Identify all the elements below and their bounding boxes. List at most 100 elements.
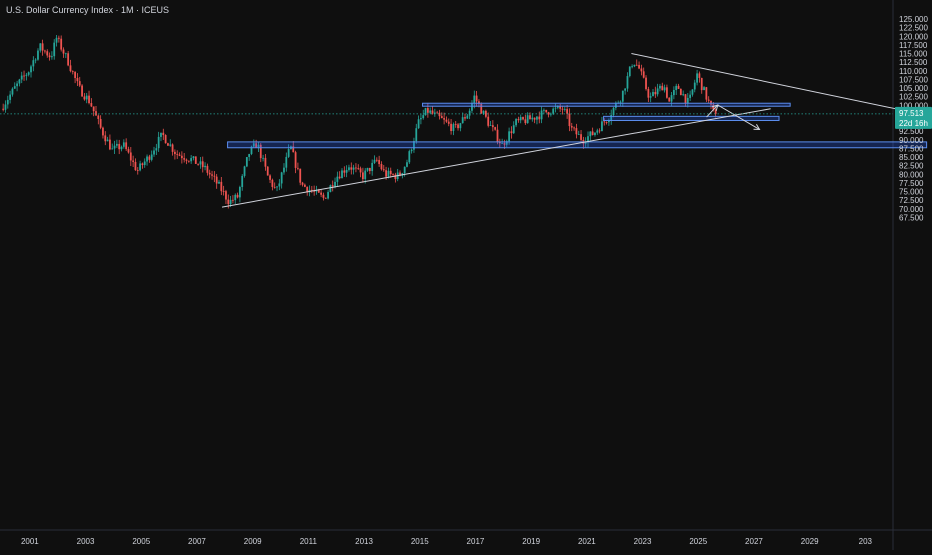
candle-body: [234, 194, 237, 201]
candle-body: [677, 85, 680, 89]
candle-body: [341, 170, 343, 179]
candle-body: [666, 87, 668, 98]
candle-body: [129, 152, 132, 161]
y-tick-label: 90.000: [899, 136, 924, 145]
candle-body: [301, 182, 304, 185]
candle-body: [132, 160, 135, 162]
x-tick-label: 2019: [522, 537, 540, 546]
candle-body: [403, 166, 406, 174]
x-tick-label: 2015: [411, 537, 429, 546]
candle-body: [420, 118, 422, 120]
candle-body: [257, 144, 260, 148]
y-tick-label: 115.000: [899, 50, 928, 59]
candle-body: [573, 127, 575, 129]
candle-body: [594, 132, 596, 136]
candle-body: [491, 125, 494, 128]
candle-body: [410, 149, 413, 152]
candle-body: [373, 159, 376, 163]
candle-body: [343, 170, 346, 173]
candle-body: [53, 42, 56, 57]
candle-body: [691, 89, 694, 95]
candle-body: [524, 119, 527, 124]
candle-body: [62, 49, 65, 54]
candle-body: [317, 189, 320, 193]
candle-body: [368, 167, 371, 172]
candle-body: [23, 75, 25, 77]
candle-body: [88, 95, 90, 104]
candle-body: [148, 156, 151, 160]
candle-body: [20, 75, 23, 80]
candle-body: [461, 117, 464, 124]
candle-body: [638, 64, 640, 69]
candle-body: [624, 88, 627, 91]
candle-body: [654, 92, 657, 95]
candle-body: [489, 125, 492, 126]
candle-body: [498, 141, 501, 144]
candle-body: [338, 176, 341, 179]
candle-body: [399, 172, 401, 176]
candle-body: [517, 119, 520, 121]
candle-body: [475, 95, 478, 102]
y-tick-label: 77.500: [899, 179, 924, 188]
candle-body: [60, 38, 63, 50]
candle-body: [508, 131, 511, 142]
support-resistance-zone: [422, 102, 791, 107]
candle-body: [299, 168, 302, 183]
candle-body: [700, 77, 703, 91]
candle-body: [480, 103, 483, 114]
candle-body: [598, 130, 601, 132]
candle-body: [204, 165, 206, 168]
candle-body: [366, 167, 369, 171]
candle-body: [139, 163, 141, 171]
x-tick-label: 2013: [355, 537, 373, 546]
candle-body: [111, 148, 114, 150]
candle-body: [143, 161, 146, 166]
candle-body: [436, 112, 439, 114]
x-tick-label: 2027: [745, 537, 763, 546]
candle-body: [378, 159, 381, 165]
candle-body: [679, 88, 682, 96]
candle-body: [710, 100, 712, 105]
candle-body: [413, 141, 415, 150]
candle-body: [496, 129, 499, 142]
candle-body: [457, 124, 459, 129]
candle-body: [522, 117, 524, 120]
candle-body: [512, 125, 515, 134]
candle-body: [348, 167, 350, 170]
x-tick-label: 203: [859, 537, 873, 546]
candle-body: [208, 172, 211, 175]
y-tick-label: 67.500: [899, 213, 924, 222]
candle-body: [134, 161, 137, 171]
candle-body: [533, 117, 536, 120]
candle-body: [243, 166, 246, 176]
candle-body: [276, 186, 278, 188]
x-tick-label: 2005: [132, 537, 150, 546]
candle-body: [540, 110, 543, 120]
candle-body: [248, 153, 251, 158]
arrowhead-up: [711, 104, 719, 111]
candle-body: [529, 115, 531, 120]
candle-body: [199, 161, 202, 165]
candle-body: [640, 68, 643, 72]
candle-body: [136, 170, 139, 171]
candle-body: [92, 106, 95, 112]
candle-body: [357, 168, 360, 169]
candle-body: [375, 159, 378, 161]
candle-body: [698, 73, 701, 78]
candle-body: [705, 87, 708, 100]
support-resistance-zone: [227, 141, 928, 149]
candle-body: [39, 43, 42, 51]
candle-body: [76, 78, 79, 82]
candle-body: [280, 172, 283, 184]
candle-body: [27, 72, 30, 75]
candle-body: [612, 107, 615, 115]
candle-body: [157, 136, 160, 149]
candle-body: [74, 71, 77, 79]
y-tick-label: 92.500: [899, 127, 924, 136]
candle-body: [9, 94, 12, 100]
candle-body: [320, 192, 323, 195]
candle-body: [67, 53, 70, 66]
y-tick-label: 105.000: [899, 84, 928, 93]
candle-body: [57, 37, 60, 39]
